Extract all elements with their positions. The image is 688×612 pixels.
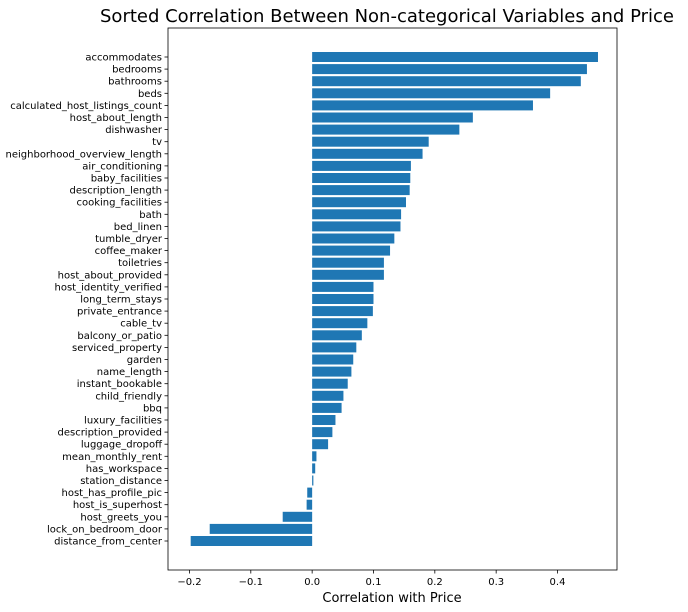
y-tick-label: garden (127, 355, 162, 366)
y-tick-label: tv (152, 137, 162, 148)
x-tick-label: 0.2 (427, 577, 443, 588)
plot-frame (167, 27, 618, 571)
bar-serviced-property (312, 342, 357, 353)
y-tick-label: instant_bookable (77, 379, 162, 390)
bar-child-friendly (312, 390, 344, 401)
y-tick-label: neighborhood_overview_length (6, 149, 162, 160)
x-tick-label: 0.4 (550, 577, 566, 588)
bar-tumble-dryer (312, 233, 395, 244)
y-tick-label: bedrooms (112, 65, 162, 76)
bar-name-length (312, 366, 352, 377)
bar-cable-tv (312, 318, 368, 329)
bar-bbq (312, 402, 342, 413)
y-tick-label: serviced_property (72, 343, 162, 354)
bar-long-term-stays (312, 294, 374, 304)
y-tick-label: coffee_maker (95, 246, 163, 257)
y-tick-label: host_has_profile_pic (62, 488, 162, 499)
y-tick-label: lock_on_bedroom_door (47, 524, 163, 535)
bar-distance-from-center (190, 536, 313, 546)
x-tick-label: 0.1 (366, 577, 382, 588)
bar-bed-linen (312, 221, 401, 232)
y-tick-label: bed_linen (114, 222, 162, 233)
y-tick-label: dishwasher (105, 125, 163, 136)
y-tick-label: distance_from_center (54, 537, 163, 548)
bar-luxury-facilities (312, 415, 336, 425)
y-tick-label: baby_facilities (91, 174, 162, 185)
bar-neighborhood-overview-length (312, 148, 423, 159)
x-tick-label: −0.1 (239, 577, 263, 588)
y-tick-label: cable_tv (120, 319, 162, 330)
bar-private-entrance (312, 306, 373, 317)
bar-host-is-superhost (306, 499, 313, 510)
y-tick-label: tumble_dryer (95, 234, 163, 245)
y-tick-label: description_provided (57, 428, 162, 439)
bar-dishwasher (312, 124, 460, 135)
y-tick-label: host_identity_verified (55, 282, 163, 293)
x-tick-label: −0.2 (177, 577, 201, 588)
y-axis-ticks: accommodatesbedroomsbathroomsbedscalcula… (6, 53, 168, 548)
bar-tv (312, 136, 429, 147)
y-tick-label: host_about_length (70, 113, 162, 124)
y-tick-label: description_length (70, 186, 162, 197)
y-tick-label: private_entrance (77, 307, 162, 318)
y-tick-label: host_greets_you (80, 512, 162, 523)
bar-accommodates (312, 52, 598, 62)
y-tick-label: air_conditioning (82, 161, 162, 172)
y-tick-label: calculated_host_listings_count (10, 101, 162, 112)
bar-host-has-profile-pic (307, 487, 313, 498)
bar-station-distance (312, 475, 314, 486)
y-tick-label: luggage_dropoff (81, 440, 163, 451)
y-tick-label: bathrooms (108, 77, 162, 88)
bar-baby-facilities (312, 173, 411, 183)
bar-balcony-or-patio (312, 330, 362, 341)
bar-lock-on-bedroom-door (209, 523, 313, 534)
bar-description-provided (312, 427, 333, 438)
y-tick-label: long_term_stays (80, 295, 162, 306)
bar-has-workspace (312, 463, 316, 474)
bar-series (190, 52, 598, 546)
y-tick-label: has_workspace (86, 464, 162, 475)
y-tick-label: cooking_facilities (76, 198, 162, 209)
y-tick-label: bath (139, 210, 162, 221)
bar-luggage-dropoff (312, 439, 329, 450)
x-tick-label: 0.3 (488, 577, 504, 588)
bar-air-conditioning (312, 160, 411, 171)
bar-cooking-facilities (312, 197, 406, 208)
bar-host-about-provided (312, 269, 384, 280)
x-tick-label: 0.0 (304, 577, 320, 588)
y-tick-label: luxury_facilities (84, 416, 162, 427)
bar-host-identity-verified (312, 281, 374, 292)
bar-beds (312, 88, 551, 99)
y-tick-label: mean_monthly_rent (62, 452, 162, 463)
y-tick-label: child_friendly (95, 391, 162, 402)
chart-title: Sorted Correlation Between Non-categoric… (100, 6, 674, 27)
bar-instant-bookable (312, 378, 348, 389)
bar-coffee-maker (312, 245, 391, 256)
y-tick-label: bbq (143, 403, 162, 414)
bar-bath (312, 209, 402, 220)
bar-garden (312, 354, 354, 365)
bar-description-length (312, 185, 410, 196)
bar-host-greets-you (282, 511, 313, 522)
y-tick-label: beds (138, 89, 162, 100)
bar-mean-monthly-rent (312, 451, 317, 462)
y-tick-label: station_distance (80, 476, 162, 487)
y-tick-label: host_about_provided (58, 270, 162, 281)
bar-bathrooms (312, 76, 581, 87)
y-tick-label: host_is_superhost (73, 500, 162, 511)
bar-toiletries (312, 257, 384, 268)
y-tick-label: balcony_or_patio (77, 331, 162, 342)
y-tick-label: toiletries (118, 258, 162, 269)
y-tick-label: accommodates (85, 53, 162, 64)
bar-calculated-host-listings-count (312, 100, 533, 111)
x-axis-label: Correlation with Price (322, 591, 461, 606)
x-axis-ticks: −0.2 −0.1 0.0 0.1 0.2 0.3 0.4 (177, 570, 565, 588)
y-tick-label: name_length (97, 367, 162, 378)
bar-bedrooms (312, 64, 587, 75)
bar-host-about-length (312, 112, 473, 123)
